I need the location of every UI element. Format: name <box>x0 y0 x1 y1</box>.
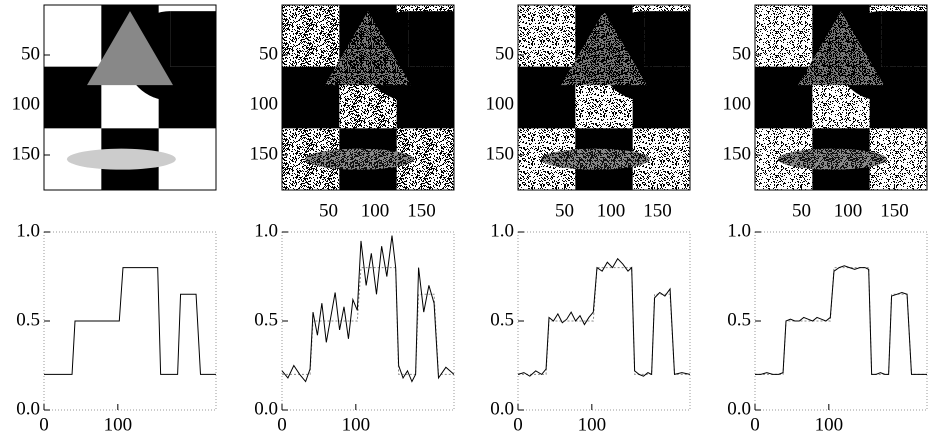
x-tick-label: 100 <box>361 200 390 221</box>
frame <box>43 231 217 411</box>
y-tick-label: 50 <box>21 43 40 64</box>
data-line <box>282 267 454 375</box>
y-tick-label: 0.0 <box>490 398 514 419</box>
line-panel: 0.0 0.5 1.0 0 100 <box>254 220 455 433</box>
y-tick-label: 0.5 <box>254 309 278 330</box>
x-tick-label: 100 <box>578 414 607 433</box>
line-panel: 0.0 0.5 1.0 0 100 <box>16 220 217 433</box>
y-tick-label: 50 <box>259 43 278 64</box>
data-line <box>44 267 216 375</box>
image-ellipse <box>304 148 414 170</box>
y-tick-label: 0.5 <box>727 309 751 330</box>
frame <box>754 4 928 191</box>
x-tick-label: 100 <box>342 414 371 433</box>
data-line <box>517 257 691 377</box>
x-tick-label: 0 <box>277 414 287 433</box>
x-tick-label: 0 <box>39 414 49 433</box>
x-tick-label: 100 <box>597 200 626 221</box>
image-disc <box>170 11 216 67</box>
x-tick-label: 50 <box>555 200 574 221</box>
image-panel: 50 100 150 50 100 150 <box>486 4 691 221</box>
y-tick-label: 0.5 <box>490 309 514 330</box>
frame <box>517 4 691 191</box>
image-panel: 50 100 150 50 100 150 <box>250 4 455 221</box>
frame <box>281 4 455 191</box>
y-tick-label: 1.0 <box>254 220 278 241</box>
image-block <box>282 5 340 68</box>
image-triangle <box>798 11 884 86</box>
frame <box>754 231 928 411</box>
x-tick-label: 150 <box>880 200 909 221</box>
line-panel: 0.0 0.5 1.0 0 100 <box>727 220 928 433</box>
x-tick-label: 50 <box>792 200 811 221</box>
data-line <box>755 267 927 375</box>
image-disc <box>644 11 690 67</box>
data-line <box>518 267 690 375</box>
image-disc <box>881 11 927 67</box>
frame <box>43 4 217 191</box>
image-block <box>44 5 102 68</box>
image-ellipse <box>777 148 887 170</box>
data-line <box>755 265 927 375</box>
x-tick-label: 150 <box>407 200 436 221</box>
y-tick-label: 100 <box>12 93 41 114</box>
image-triangle <box>561 11 647 86</box>
y-tick-label: 0.0 <box>16 398 40 419</box>
image-ellipse <box>66 148 176 170</box>
frame <box>281 231 455 411</box>
line-panel: 0.0 0.5 1.0 0 100 <box>490 220 691 433</box>
y-tick-label: 150 <box>723 143 752 164</box>
y-tick-label: 100 <box>250 93 279 114</box>
data-line <box>281 235 455 383</box>
y-tick-label: 150 <box>12 143 41 164</box>
image-disc <box>408 11 454 67</box>
image-panel: 50 100 150 <box>12 4 217 191</box>
y-tick-label: 0.5 <box>16 309 40 330</box>
image-triangle <box>87 11 173 86</box>
y-tick-label: 1.0 <box>490 220 514 241</box>
y-tick-label: 150 <box>486 143 515 164</box>
x-tick-label: 150 <box>643 200 672 221</box>
y-tick-label: 1.0 <box>16 220 40 241</box>
y-tick-label: 100 <box>723 93 752 114</box>
frame <box>517 231 691 411</box>
x-tick-label: 100 <box>104 414 133 433</box>
y-tick-label: 50 <box>495 43 514 64</box>
y-tick-label: 0.0 <box>254 398 278 419</box>
x-tick-label: 0 <box>513 414 523 433</box>
image-ellipse <box>540 148 650 170</box>
y-tick-label: 100 <box>486 93 515 114</box>
image-block <box>755 5 813 68</box>
image-block <box>518 5 576 68</box>
x-tick-label: 50 <box>319 200 338 221</box>
x-tick-label: 100 <box>834 200 863 221</box>
x-tick-label: 100 <box>815 414 844 433</box>
y-tick-label: 0.0 <box>727 398 751 419</box>
y-tick-label: 150 <box>250 143 279 164</box>
image-panel: 50 100 150 50 100 150 <box>723 4 928 221</box>
image-triangle <box>325 11 411 86</box>
x-tick-label: 0 <box>750 414 760 433</box>
y-tick-label: 50 <box>732 43 751 64</box>
y-tick-label: 1.0 <box>727 220 751 241</box>
